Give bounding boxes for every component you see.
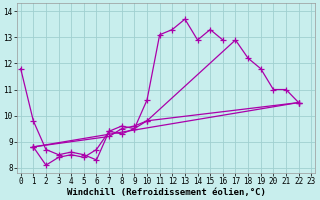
X-axis label: Windchill (Refroidissement éolien,°C): Windchill (Refroidissement éolien,°C) xyxy=(67,188,265,197)
